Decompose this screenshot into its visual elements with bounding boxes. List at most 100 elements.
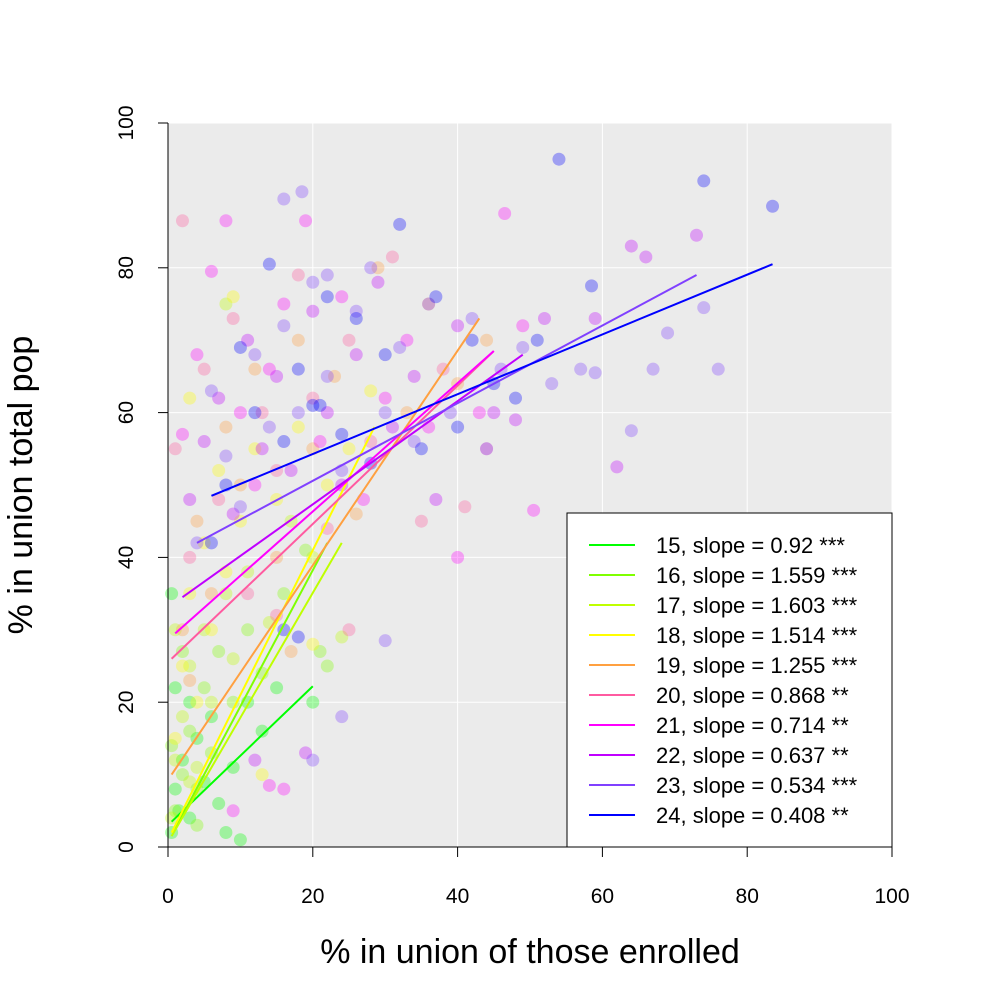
data-point-series-8 xyxy=(537,311,551,325)
data-point-series-10 xyxy=(233,340,247,354)
data-point-series-5 xyxy=(183,673,197,687)
data-point-series-10 xyxy=(414,442,428,456)
data-point-series-5 xyxy=(422,297,436,311)
data-point-series-4 xyxy=(248,442,262,456)
data-point-series-1 xyxy=(168,782,182,796)
y-tick-label: 20 xyxy=(115,691,138,714)
data-point-series-3 xyxy=(190,760,204,774)
data-point-series-7 xyxy=(516,319,530,333)
legend-label-series-10: 24, slope = 0.408 ** xyxy=(656,803,849,828)
legend-label-series-9: 23, slope = 0.534 *** xyxy=(656,773,858,798)
data-point-series-5 xyxy=(291,333,305,347)
y-tick-label: 40 xyxy=(115,546,138,569)
data-point-series-2 xyxy=(183,724,197,738)
data-point-series-8 xyxy=(212,391,226,405)
legend-label-series-1: 15, slope = 0.92 *** xyxy=(656,533,845,558)
data-point-series-1 xyxy=(165,587,179,601)
data-point-series-2 xyxy=(197,681,211,695)
data-point-series-10 xyxy=(378,348,392,362)
data-point-series-2 xyxy=(313,645,327,659)
data-point-series-7 xyxy=(299,214,313,228)
regression-line-series-10 xyxy=(211,263,773,497)
data-point-series-1 xyxy=(212,797,226,811)
data-point-series-5 xyxy=(190,514,204,528)
data-point-series-6 xyxy=(241,587,255,601)
data-point-series-1 xyxy=(226,760,240,774)
data-point-series-9 xyxy=(277,319,291,333)
data-point-series-10 xyxy=(277,623,291,637)
data-point-series-2 xyxy=(175,768,189,782)
data-point-series-8 xyxy=(306,304,320,318)
data-point-series-4 xyxy=(190,695,204,709)
data-point-series-8 xyxy=(371,275,385,289)
data-point-series-8 xyxy=(349,348,363,362)
data-point-series-6 xyxy=(414,514,428,528)
data-point-series-10 xyxy=(204,536,218,550)
data-point-series-9 xyxy=(306,753,320,767)
data-point-series-4 xyxy=(320,478,334,492)
legend-label-series-2: 16, slope = 1.559 *** xyxy=(656,563,858,588)
data-point-series-7 xyxy=(219,214,233,228)
data-point-series-8 xyxy=(320,406,334,420)
data-point-series-8 xyxy=(690,228,704,242)
regression-line-series-2 xyxy=(174,542,329,830)
data-point-series-9 xyxy=(711,362,725,376)
data-point-series-1 xyxy=(255,724,269,738)
data-point-series-2 xyxy=(226,695,240,709)
data-point-series-9 xyxy=(335,710,349,724)
data-point-series-10 xyxy=(335,427,349,441)
data-point-series-9 xyxy=(588,366,602,380)
data-point-series-1 xyxy=(183,695,197,709)
data-point-series-4 xyxy=(175,659,189,673)
data-point-series-9 xyxy=(480,442,494,456)
data-point-series-2 xyxy=(212,645,226,659)
data-point-series-9 xyxy=(646,362,660,376)
data-point-series-4 xyxy=(204,623,218,637)
data-point-series-2 xyxy=(299,543,313,557)
data-point-series-6 xyxy=(183,550,197,564)
data-point-series-5 xyxy=(349,507,363,521)
data-point-series-9 xyxy=(295,185,309,199)
data-point-series-6 xyxy=(168,442,182,456)
data-point-series-5 xyxy=(204,587,218,601)
data-point-series-7 xyxy=(175,427,189,441)
data-point-series-7 xyxy=(335,290,349,304)
data-point-series-9 xyxy=(407,435,421,449)
data-point-series-10 xyxy=(465,333,479,347)
data-point-series-7 xyxy=(498,207,512,220)
data-point-series-10 xyxy=(291,362,305,376)
data-point-series-8 xyxy=(624,239,638,253)
data-point-series-9 xyxy=(624,424,638,438)
data-point-series-9 xyxy=(516,340,530,354)
data-point-series-8 xyxy=(639,250,653,264)
data-point-series-10 xyxy=(509,391,523,405)
legend-label-series-5: 19, slope = 1.255 *** xyxy=(656,653,858,678)
y-tick-label: 80 xyxy=(115,256,138,279)
data-point-series-2 xyxy=(241,623,255,637)
data-point-series-4 xyxy=(183,391,197,405)
data-point-series-1 xyxy=(270,681,284,695)
x-tick-label: 60 xyxy=(591,885,614,908)
data-point-series-7 xyxy=(226,804,240,818)
data-point-series-10 xyxy=(451,420,465,434)
data-point-series-2 xyxy=(175,645,189,659)
data-point-series-3 xyxy=(168,753,182,767)
data-point-series-8 xyxy=(429,492,443,506)
data-point-series-6 xyxy=(385,250,399,264)
data-point-series-7 xyxy=(233,406,247,420)
data-point-series-1 xyxy=(233,833,247,847)
data-point-series-1 xyxy=(306,695,320,709)
data-point-series-9 xyxy=(306,275,320,289)
data-point-series-3 xyxy=(197,623,211,637)
data-point-series-10 xyxy=(766,199,780,213)
data-point-series-5 xyxy=(248,362,262,376)
data-point-series-2 xyxy=(320,659,334,673)
data-point-series-4 xyxy=(255,768,269,782)
data-point-series-6 xyxy=(342,623,356,637)
data-point-series-4 xyxy=(226,290,240,304)
data-point-series-10 xyxy=(277,435,291,449)
data-point-series-6 xyxy=(212,492,226,506)
data-point-series-7 xyxy=(356,492,370,506)
data-point-series-5 xyxy=(175,623,189,637)
data-point-series-10 xyxy=(530,333,544,347)
